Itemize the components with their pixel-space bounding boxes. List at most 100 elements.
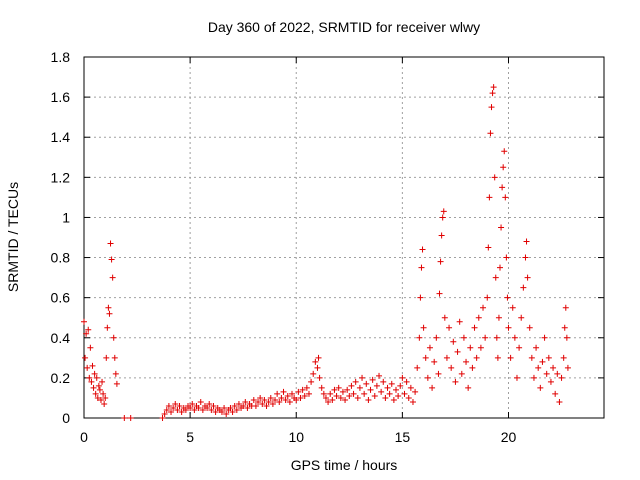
data-point [102, 394, 109, 401]
data-point [91, 370, 98, 377]
data-point [231, 402, 238, 409]
data-point [261, 396, 268, 403]
data-point [308, 378, 315, 385]
data-point [503, 254, 510, 261]
data-point [84, 364, 91, 371]
data-point [564, 364, 571, 371]
data-point [414, 364, 421, 371]
y-tick-label: 1.8 [51, 49, 71, 65]
data-point [446, 324, 453, 331]
data-point [346, 392, 353, 399]
data-point [554, 370, 561, 377]
data-point [369, 376, 376, 383]
data-point [485, 244, 492, 251]
data-point [426, 344, 433, 351]
data-point [218, 408, 225, 415]
data-point [465, 384, 472, 391]
data-point [467, 344, 474, 351]
data-point [556, 398, 563, 405]
data-point [365, 396, 372, 403]
data-point [433, 334, 440, 341]
data-point [295, 388, 302, 395]
data-point [303, 384, 310, 391]
data-point [187, 404, 194, 411]
data-point [563, 334, 570, 341]
data-point [493, 334, 500, 341]
data-point [325, 398, 332, 405]
data-point [409, 398, 416, 405]
data-point [206, 400, 213, 407]
x-tick-label: 15 [395, 429, 411, 445]
data-point [528, 354, 535, 361]
data-point [550, 364, 557, 371]
data-point [329, 396, 336, 403]
data-point [356, 384, 363, 391]
data-point [337, 394, 344, 401]
y-tick-label: 0.6 [51, 290, 71, 306]
data-point [439, 214, 446, 221]
data-point [344, 386, 351, 393]
data-point [104, 324, 111, 331]
y-axis-label: SRMTID / TECUs [5, 182, 21, 292]
data-point [441, 314, 448, 321]
data-point [286, 398, 293, 405]
data-point [301, 392, 308, 399]
data-point [390, 396, 397, 403]
data-point [463, 358, 470, 365]
data-point [458, 370, 465, 377]
data-point [189, 400, 196, 407]
data-point [240, 402, 247, 409]
data-point [403, 378, 410, 385]
x-tick-label: 10 [288, 429, 304, 445]
data-point [312, 358, 319, 365]
data-point [382, 394, 389, 401]
data-point [103, 354, 110, 361]
data-point [407, 384, 414, 391]
data-point [561, 324, 568, 331]
data-point [89, 362, 96, 369]
data-point [333, 392, 340, 399]
data-point [477, 344, 484, 351]
data-point [127, 415, 134, 421]
data-point [437, 258, 444, 265]
data-point [339, 388, 346, 395]
data-point [299, 386, 306, 393]
data-point [562, 304, 569, 311]
data-point [354, 394, 361, 401]
data-point [492, 274, 499, 281]
data-point [314, 364, 321, 371]
data-point [495, 314, 502, 321]
data-point [450, 338, 457, 345]
data-point [543, 370, 550, 377]
data-point [494, 354, 501, 361]
data-point [280, 388, 287, 395]
data-point [191, 406, 198, 413]
data-point [278, 394, 285, 401]
y-tick-label: 0.4 [51, 330, 71, 346]
data-point [419, 246, 426, 253]
data-point [255, 398, 262, 405]
data-point [395, 392, 402, 399]
data-point [501, 148, 508, 155]
data-point [233, 406, 240, 413]
data-point [107, 240, 114, 247]
data-point [87, 344, 94, 351]
data-point [331, 386, 338, 393]
data-point [499, 184, 506, 191]
data-point [488, 104, 495, 111]
data-point [257, 394, 264, 401]
data-point [82, 354, 89, 361]
data-point [165, 402, 172, 409]
x-tick-label: 20 [501, 429, 517, 445]
y-tick-label: 1.6 [51, 89, 71, 105]
data-point [95, 382, 102, 389]
y-tick-label: 1 [62, 209, 70, 225]
data-point [420, 324, 427, 331]
data-point [110, 334, 117, 341]
data-point [195, 404, 202, 411]
data-point [475, 314, 482, 321]
data-point [85, 326, 92, 333]
data-point [545, 354, 552, 361]
data-point [424, 374, 431, 381]
